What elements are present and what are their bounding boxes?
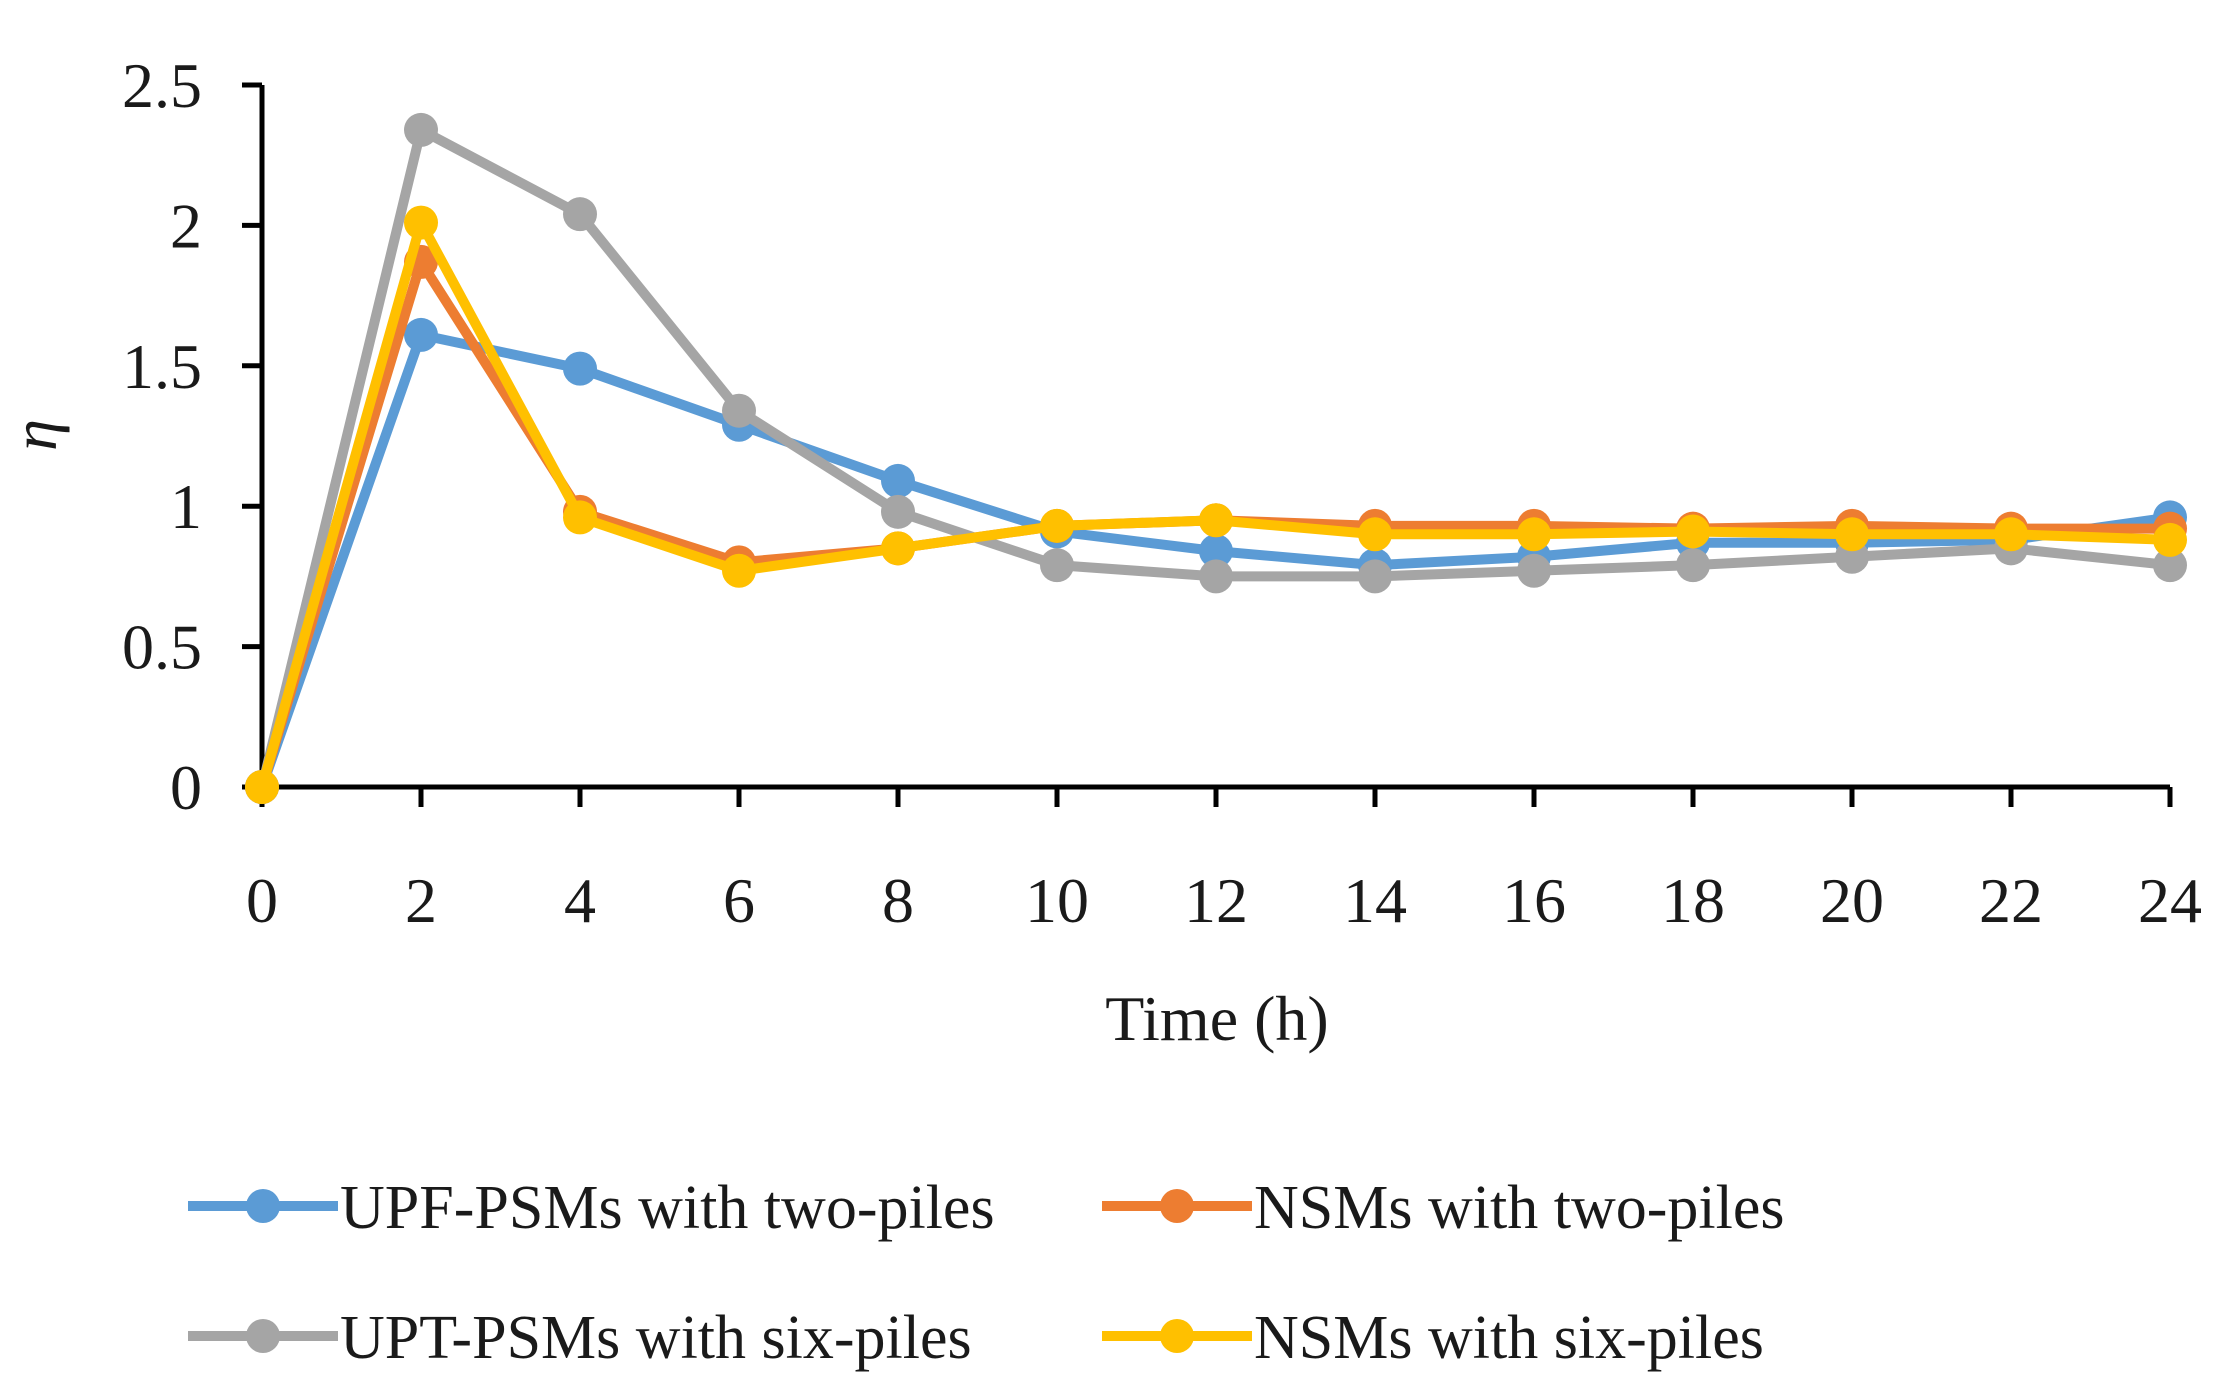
data-point (1676, 514, 1710, 549)
y-tick-label: 1.5 (122, 331, 202, 402)
data-point (1199, 534, 1233, 569)
data-point (563, 197, 597, 232)
data-point (1358, 559, 1392, 594)
x-tick-label: 12 (1184, 865, 1248, 936)
y-axis-title: η (0, 419, 70, 451)
x-tick-label: 2 (405, 865, 437, 936)
legend-swatch-marker (246, 1189, 280, 1223)
x-tick-label: 14 (1343, 865, 1407, 936)
x-axis-title: Time (h) (1105, 983, 1328, 1054)
y-tick-label: 0.5 (122, 612, 202, 683)
x-tick-label: 24 (2138, 865, 2202, 936)
x-tick-label: 4 (564, 865, 596, 936)
legend-item: NSMs with two-piles (1102, 1174, 1784, 1242)
legend-item: UPT-PSMs with six-piles (188, 1304, 972, 1372)
data-point (563, 351, 597, 386)
data-point (1199, 503, 1233, 538)
legend-swatch-marker (246, 1319, 280, 1353)
y-tick-label: 0 (170, 752, 202, 823)
data-point (1517, 517, 1551, 552)
data-point (722, 393, 756, 428)
legend: UPF-PSMs with two-piles NSMs with two-pil… (188, 1174, 1784, 1372)
x-tick-label: 6 (723, 865, 755, 936)
data-point (1517, 553, 1551, 588)
x-tick-label: 22 (1979, 865, 2043, 936)
legend-swatch-marker (1160, 1189, 1194, 1223)
data-point (1994, 517, 2028, 552)
legend-label: UPF-PSMs with two-piles (340, 1174, 995, 1242)
axes: 00.511.522.50 2 4 6 8 10 12 14 16 18 20 22 24 (122, 50, 2202, 936)
data-point (1835, 517, 1869, 552)
data-point (881, 494, 915, 529)
legend-item: NSMs with six-piles (1102, 1304, 1764, 1372)
data-point (404, 112, 438, 147)
legend-item: UPF-PSMs with two-piles (188, 1174, 995, 1242)
legend-label: NSMs with six-piles (1254, 1304, 1764, 1372)
x-tick-label: 16 (1502, 865, 1566, 936)
legend-swatch-marker (1160, 1319, 1194, 1353)
x-tick-label: 8 (882, 865, 914, 936)
data-point (1199, 559, 1233, 594)
x-tick-label: 20 (1820, 865, 1884, 936)
data-point (1040, 548, 1074, 583)
data-point (881, 531, 915, 566)
x-tick-label: 10 (1025, 865, 1089, 936)
series-layer (245, 112, 2187, 804)
data-point (2153, 548, 2187, 583)
y-tick-label: 2 (170, 190, 202, 261)
data-point (1358, 517, 1392, 552)
data-point (722, 553, 756, 588)
y-tick-label: 1 (170, 471, 202, 542)
data-point (245, 770, 279, 804)
data-point (404, 205, 438, 240)
series-2 (245, 112, 2187, 804)
legend-label: UPT-PSMs with six-piles (340, 1304, 972, 1372)
x-tick-label: 18 (1661, 865, 1725, 936)
data-point (563, 500, 597, 535)
series-3 (245, 205, 2187, 804)
y-tick-label: 2.5 (122, 50, 202, 121)
legend-label: NSMs with two-piles (1254, 1174, 1784, 1242)
data-point (2153, 522, 2187, 557)
data-point (881, 463, 915, 498)
data-point (1040, 508, 1074, 543)
x-tick-label: 0 (246, 865, 278, 936)
data-point (404, 317, 438, 352)
data-point (1676, 548, 1710, 583)
